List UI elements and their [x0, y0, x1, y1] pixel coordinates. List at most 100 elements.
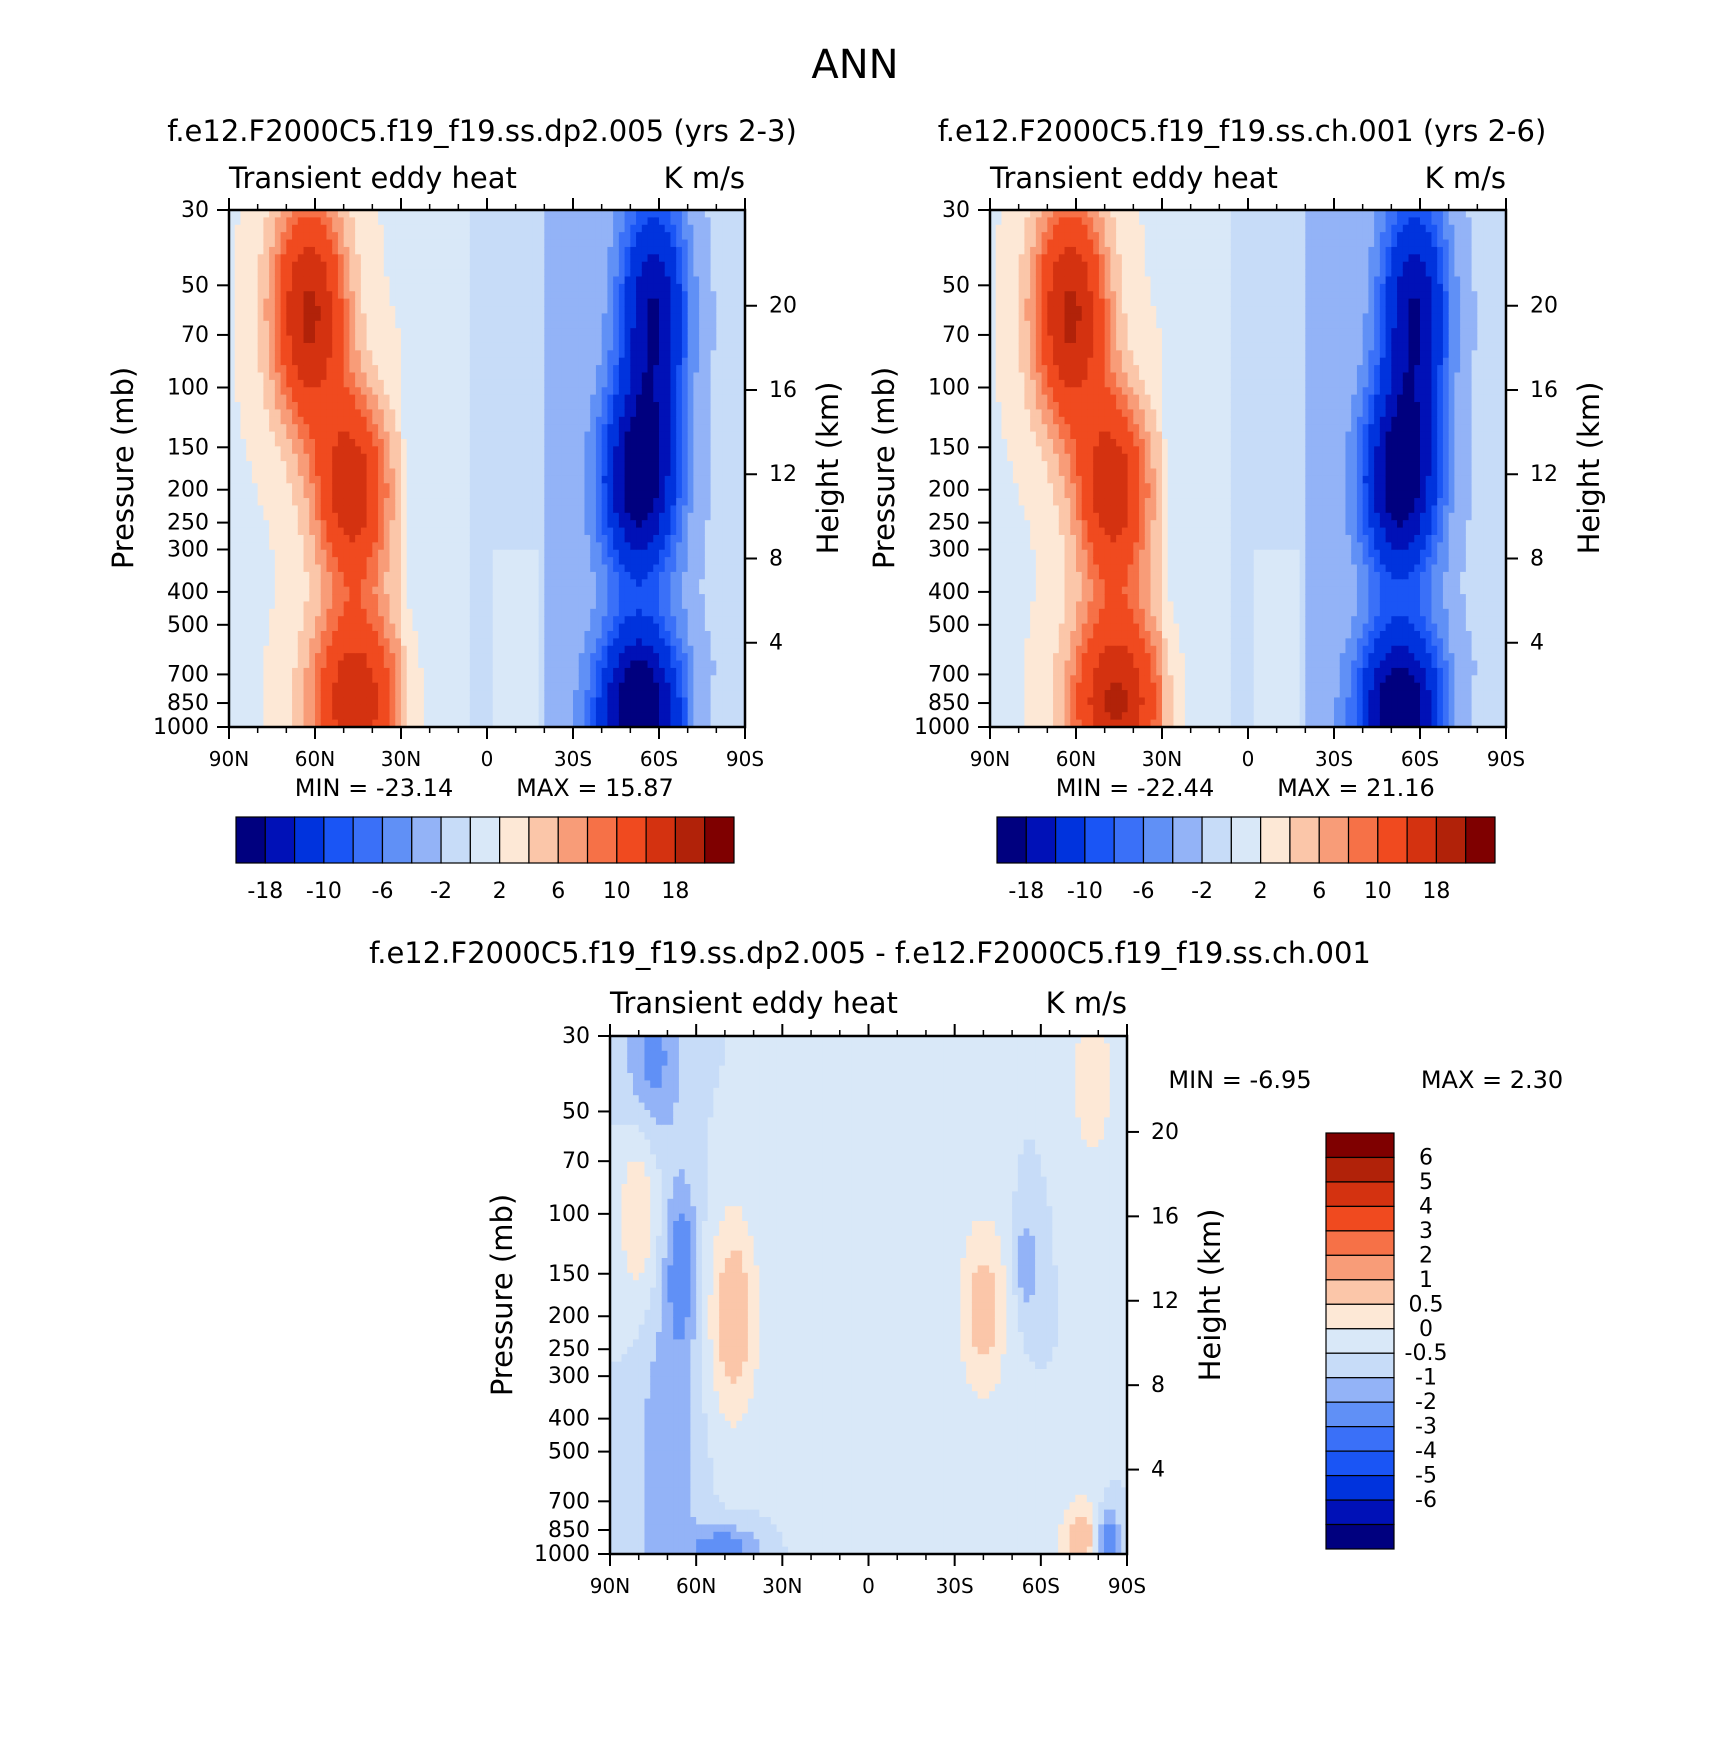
contour-cell	[303, 365, 310, 374]
contour-cell	[395, 505, 402, 514]
contour-cell	[487, 490, 494, 499]
contour-cell	[590, 372, 597, 381]
contour-cell	[355, 594, 362, 603]
contour-cell	[630, 616, 637, 625]
contour-cell	[418, 320, 425, 329]
contour-cell	[389, 342, 396, 351]
contour-cell	[366, 505, 373, 514]
contour-cell	[475, 328, 482, 337]
contour-cell	[251, 542, 259, 551]
contour-cell	[515, 697, 522, 706]
contour-cell	[303, 224, 310, 233]
contour-cell	[251, 438, 259, 447]
contour-cell	[297, 586, 305, 595]
contour-cell	[555, 682, 563, 691]
contour-cell	[584, 291, 591, 300]
contour-cell	[636, 269, 643, 278]
contour-cell	[360, 660, 368, 669]
contour-cell	[251, 254, 259, 263]
contour-cell	[355, 667, 362, 676]
contour-cell	[355, 416, 362, 425]
contour-cell	[561, 350, 568, 359]
contour-cell	[435, 704, 442, 713]
contour-cell	[337, 306, 345, 314]
contour-cell	[613, 269, 620, 278]
contour-cell	[607, 557, 614, 566]
contour-cell	[269, 409, 276, 418]
contour-cell	[343, 328, 350, 337]
contour-cell	[481, 283, 488, 292]
contour-cell	[573, 564, 580, 573]
contour-cell	[584, 342, 591, 351]
contour-cell	[435, 416, 442, 425]
contour-cell	[372, 313, 379, 322]
contour-cell	[251, 490, 259, 499]
contour-cell	[269, 475, 276, 484]
contour-cell	[504, 579, 511, 588]
contour-cell	[492, 350, 500, 359]
contour-cell	[309, 217, 316, 226]
contour-cell	[441, 328, 448, 337]
contour-cell	[492, 446, 500, 455]
contour-cell	[274, 682, 282, 691]
contour-cell	[326, 283, 333, 292]
contour-cell	[395, 446, 402, 455]
contour-cell	[561, 416, 568, 425]
contour-cell	[492, 372, 500, 381]
contour-cell	[280, 616, 287, 625]
contour-cell	[492, 512, 500, 521]
contour-cell	[458, 675, 465, 684]
contour-cell	[446, 594, 454, 603]
contour-cell	[406, 675, 414, 684]
contour-cell	[366, 453, 373, 462]
contour-cell	[251, 239, 259, 248]
contour-cell	[458, 527, 465, 536]
contour-cell	[595, 520, 603, 529]
contour-cell	[527, 379, 534, 388]
contour-cell	[452, 542, 459, 551]
contour-cell	[469, 498, 477, 507]
contour-cell	[498, 372, 505, 381]
contour-cell	[257, 453, 264, 462]
panel-1-title: f.e12.F2000C5.f19_f19.ss.dp2.005 (yrs 2-…	[167, 114, 797, 148]
contour-cell	[435, 475, 442, 484]
contour-cell	[595, 594, 603, 603]
contour-cell	[624, 690, 631, 699]
contour-cell	[561, 712, 568, 721]
contour-cell	[309, 630, 316, 639]
contour-cell	[446, 542, 454, 551]
contour-cell	[366, 682, 373, 691]
contour-cell	[515, 365, 522, 374]
contour-cell	[578, 468, 586, 477]
contour-cell	[326, 667, 333, 676]
contour-cell	[337, 483, 345, 492]
contour-cell	[303, 534, 310, 543]
contour-cell	[464, 276, 471, 285]
contour-cell	[487, 365, 494, 374]
contour-cell	[584, 313, 591, 322]
contour-cell	[487, 261, 494, 270]
contour-cell	[303, 232, 310, 241]
contour-cell	[229, 719, 236, 728]
contour-cell	[274, 483, 282, 492]
contour-cell	[309, 402, 316, 411]
contour-cell	[504, 291, 511, 300]
contour-cell	[595, 490, 603, 499]
contour-cell	[263, 261, 270, 270]
contour-cell	[538, 475, 545, 484]
contour-cell	[618, 653, 626, 662]
contour-cell	[280, 342, 287, 351]
contour-cell	[492, 217, 500, 226]
contour-cell	[286, 712, 293, 721]
contour-cell	[395, 512, 402, 521]
contour-cell	[269, 224, 276, 233]
contour-cell	[229, 431, 236, 440]
contour-cell	[441, 638, 448, 647]
contour-cell	[274, 690, 282, 699]
contour-cell	[544, 564, 551, 573]
contour-cell	[303, 682, 310, 691]
contour-cell	[538, 342, 545, 351]
contour-cell	[315, 446, 322, 455]
contour-cell	[532, 328, 540, 337]
contour-cell	[624, 616, 631, 625]
